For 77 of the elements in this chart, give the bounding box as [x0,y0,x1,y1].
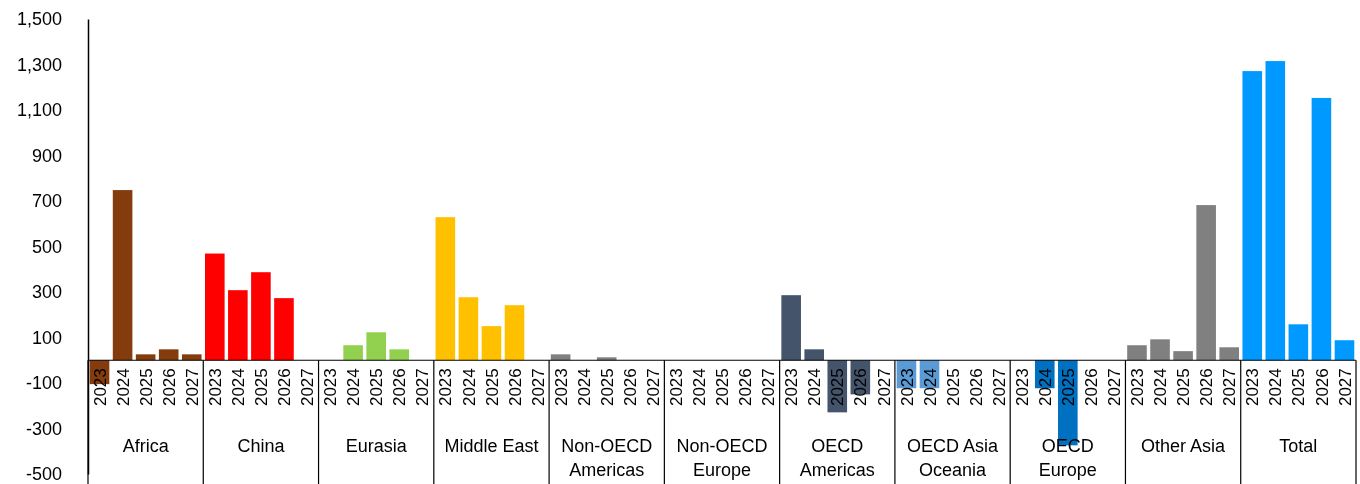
text: 2027 [1335,368,1355,407]
text: 2026 [159,368,179,407]
text: 2027 [298,368,318,407]
text: 2024 [344,368,364,407]
text: 2027 [989,368,1009,407]
text: 2023 [1243,368,1263,407]
text: 2023 [1128,368,1148,407]
text: 2027 [759,368,779,407]
text: 2025 [1174,368,1194,407]
text: 2025 [597,368,617,407]
text: 2027 [528,368,548,407]
text: 2025 [1058,368,1078,407]
y-tick-label: -100 [25,373,62,394]
text: 2023 [205,368,225,407]
text: 2024 [574,368,594,407]
text: 2026 [275,368,295,407]
text: 2024 [920,368,940,407]
text: 2026 [390,368,410,407]
y-tick-label: 900 [31,145,62,166]
text: 2025 [482,368,502,407]
text: 2023 [436,368,456,407]
text: 2023 [321,368,341,407]
y-tick-label: 1,500 [16,9,62,30]
y-tick-label: 700 [31,191,62,212]
y-tick-label: -300 [25,418,62,439]
text: 2026 [736,368,756,407]
y-tick-label: 1,100 [16,100,62,121]
text: 2024 [805,368,825,407]
x-tick-label: OECD Americas [799,436,875,480]
text: 2024 [228,368,248,407]
x-tick-label: Non-OECD Americas [561,436,653,480]
text: 2023 [551,368,571,407]
text: 2023 [782,368,802,407]
text: 2024 [690,368,710,407]
text: 2026 [1312,368,1332,407]
series-label: 2025 [828,368,848,407]
x-tick-label: Total [1279,436,1318,456]
text: 2025 [136,368,156,407]
text: 2027 [874,368,894,407]
text: 2024 [1266,368,1286,407]
text: 2026 [1081,368,1101,407]
y-tick-label: 500 [31,236,62,257]
text: 2027 [1105,368,1125,407]
text: 2025 [943,368,963,407]
y-tick-label: 1,300 [16,54,62,75]
text: 2023 [667,368,687,407]
text: 2027 [413,368,433,407]
text: 2025 [1289,368,1309,407]
text: 2026 [505,368,525,407]
text: 2026 [966,368,986,407]
x-tick-label: Middle East [444,436,539,456]
text: 2023 [1012,368,1032,407]
text: 2024 [113,368,133,407]
text: 2026 [620,368,640,407]
text: 2026 [1197,368,1217,407]
text: 2025 [713,368,733,407]
text: 2023 [90,368,110,407]
series-label: 2026 [851,368,871,407]
text: 2024 [1151,368,1171,407]
series-label: 2024 [1035,368,1055,407]
text: 2025 [252,368,272,407]
x-tick-label: Non-OECD Europe [676,436,768,480]
x-tick-label: Africa [122,436,170,456]
x-tick-label: Eurasia [345,436,408,456]
y-tick-label: -500 [25,464,62,484]
y-tick-label: 100 [31,327,62,348]
text: 2024 [459,368,479,407]
text: 2027 [1220,368,1240,407]
x-tick-label: OECD Europe [1038,436,1097,480]
x-tick-label: OECD Asia Oceania [907,436,1000,480]
text: 2023 [897,368,917,407]
x-tick-label: China [237,436,286,456]
x-tick-label: Other Asia [1141,436,1227,456]
y-tick-label: 300 [31,282,62,303]
text: 2027 [182,368,202,407]
text: 2027 [643,368,663,407]
text: 2025 [367,368,387,407]
